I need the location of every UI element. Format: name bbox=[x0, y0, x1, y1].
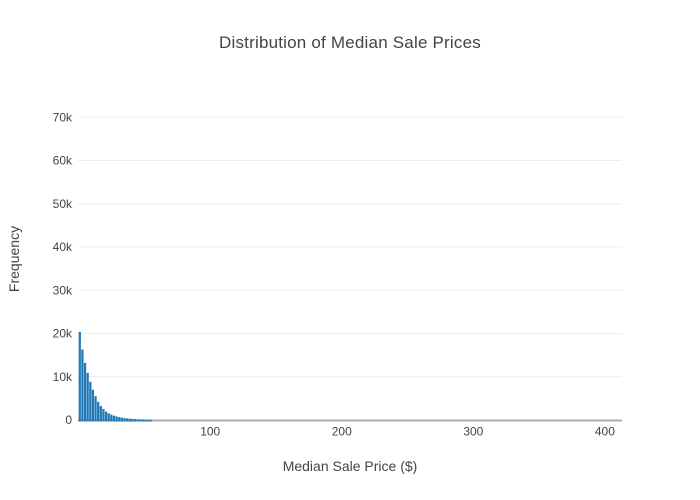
histogram-bar[interactable] bbox=[136, 419, 139, 422]
histogram-bar[interactable] bbox=[81, 349, 84, 422]
histogram-bar[interactable] bbox=[126, 418, 129, 422]
histogram-bar[interactable] bbox=[147, 419, 150, 422]
x-tick-label: 400 bbox=[595, 425, 615, 439]
histogram-bar[interactable] bbox=[94, 396, 97, 422]
histogram-bar[interactable] bbox=[91, 389, 95, 422]
x-axis-title: Median Sale Price ($) bbox=[282, 458, 418, 474]
y-tick-label: 50k bbox=[53, 197, 73, 211]
histogram-bar[interactable] bbox=[104, 411, 108, 422]
x-tick-label: 200 bbox=[332, 425, 352, 439]
histogram-bar[interactable] bbox=[115, 416, 118, 422]
histogram-bar[interactable] bbox=[141, 419, 145, 422]
y-tick-label: 40k bbox=[53, 240, 73, 254]
y-tick-label: 60k bbox=[53, 154, 73, 168]
y-tick-label: 70k bbox=[53, 110, 73, 124]
histogram-bar[interactable] bbox=[86, 372, 89, 422]
histogram-bar[interactable] bbox=[99, 405, 102, 422]
histogram-bar[interactable] bbox=[149, 419, 152, 422]
histogram-bar[interactable] bbox=[133, 419, 137, 422]
histogram-bar[interactable] bbox=[123, 418, 126, 422]
histogram-bar[interactable] bbox=[107, 413, 110, 422]
histogram-bar[interactable] bbox=[97, 401, 100, 422]
y-tick-label: 30k bbox=[53, 283, 73, 297]
histogram-bar[interactable] bbox=[131, 418, 134, 422]
histogram-bar[interactable] bbox=[110, 414, 113, 422]
x-tick-label: 300 bbox=[463, 425, 483, 439]
histogram-bar[interactable] bbox=[120, 417, 123, 422]
x-tick-label: 100 bbox=[200, 425, 220, 439]
histogram-bar[interactable] bbox=[83, 362, 87, 422]
histogram-bar[interactable] bbox=[89, 381, 92, 422]
histogram-bar[interactable] bbox=[139, 419, 142, 422]
y-axis-title: Frequency bbox=[6, 225, 22, 293]
y-tick-label: 20k bbox=[53, 327, 73, 341]
histogram-bar[interactable] bbox=[144, 419, 147, 422]
histogram-bar[interactable] bbox=[78, 331, 81, 422]
chart-title: Distribution of Median Sale Prices bbox=[219, 33, 481, 52]
histogram-bar[interactable] bbox=[128, 418, 131, 422]
histogram-bar[interactable] bbox=[102, 408, 105, 422]
histogram-bar[interactable] bbox=[112, 415, 116, 422]
y-tick-label: 10k bbox=[53, 370, 73, 384]
y-tick-label: 0 bbox=[65, 413, 72, 427]
histogram-bar[interactable] bbox=[118, 417, 121, 422]
